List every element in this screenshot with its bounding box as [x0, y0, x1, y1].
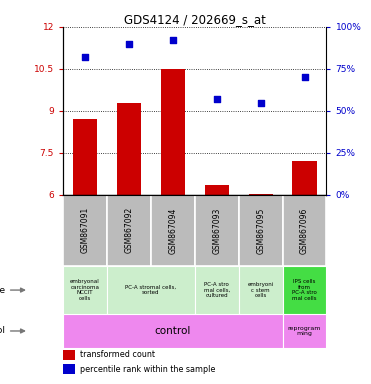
Bar — [151, 195, 195, 266]
Text: GSM867091: GSM867091 — [81, 207, 89, 253]
Point — [82, 54, 88, 60]
Bar — [283, 266, 326, 314]
Bar — [107, 266, 195, 314]
Point — [126, 41, 132, 47]
Text: GSM867093: GSM867093 — [212, 207, 221, 253]
Text: embryonal
carcinoma
NCCIT
cells: embryonal carcinoma NCCIT cells — [70, 279, 100, 301]
Text: cell type: cell type — [0, 286, 5, 295]
Bar — [239, 266, 283, 314]
Text: transformed count: transformed count — [80, 350, 155, 359]
Title: GDS4124 / 202669_s_at: GDS4124 / 202669_s_at — [124, 13, 266, 26]
Bar — [283, 314, 326, 348]
Text: IPS cells
from
PC-A stro
mal cells: IPS cells from PC-A stro mal cells — [292, 279, 317, 301]
Bar — [239, 195, 283, 266]
Bar — [205, 185, 229, 195]
Point — [170, 37, 176, 43]
Text: reprogram
ming: reprogram ming — [288, 326, 321, 336]
Bar — [161, 69, 185, 195]
Bar — [107, 195, 151, 266]
Point — [258, 99, 264, 106]
Bar — [63, 364, 75, 374]
Text: control: control — [155, 326, 191, 336]
Bar — [63, 314, 283, 348]
Bar — [63, 266, 107, 314]
Bar — [283, 195, 326, 266]
Text: GSM867096: GSM867096 — [300, 207, 309, 253]
Point — [302, 74, 308, 80]
Bar — [195, 266, 239, 314]
Text: PC-A stro
mal cells,
cultured: PC-A stro mal cells, cultured — [204, 282, 230, 298]
Point — [214, 96, 220, 102]
Text: GSM867094: GSM867094 — [168, 207, 177, 253]
Bar — [73, 119, 97, 195]
Text: percentile rank within the sample: percentile rank within the sample — [80, 365, 216, 374]
Bar — [63, 195, 107, 266]
Text: protocol: protocol — [0, 326, 5, 336]
Text: PC-A stromal cells,
sorted: PC-A stromal cells, sorted — [125, 285, 177, 295]
Bar — [63, 349, 75, 360]
Text: GSM867092: GSM867092 — [124, 207, 134, 253]
Bar — [292, 161, 316, 195]
Text: embryoni
c stem
cells: embryoni c stem cells — [247, 282, 274, 298]
Bar — [249, 194, 273, 195]
Text: GSM867095: GSM867095 — [256, 207, 265, 253]
Bar — [117, 103, 141, 195]
Bar — [195, 195, 239, 266]
